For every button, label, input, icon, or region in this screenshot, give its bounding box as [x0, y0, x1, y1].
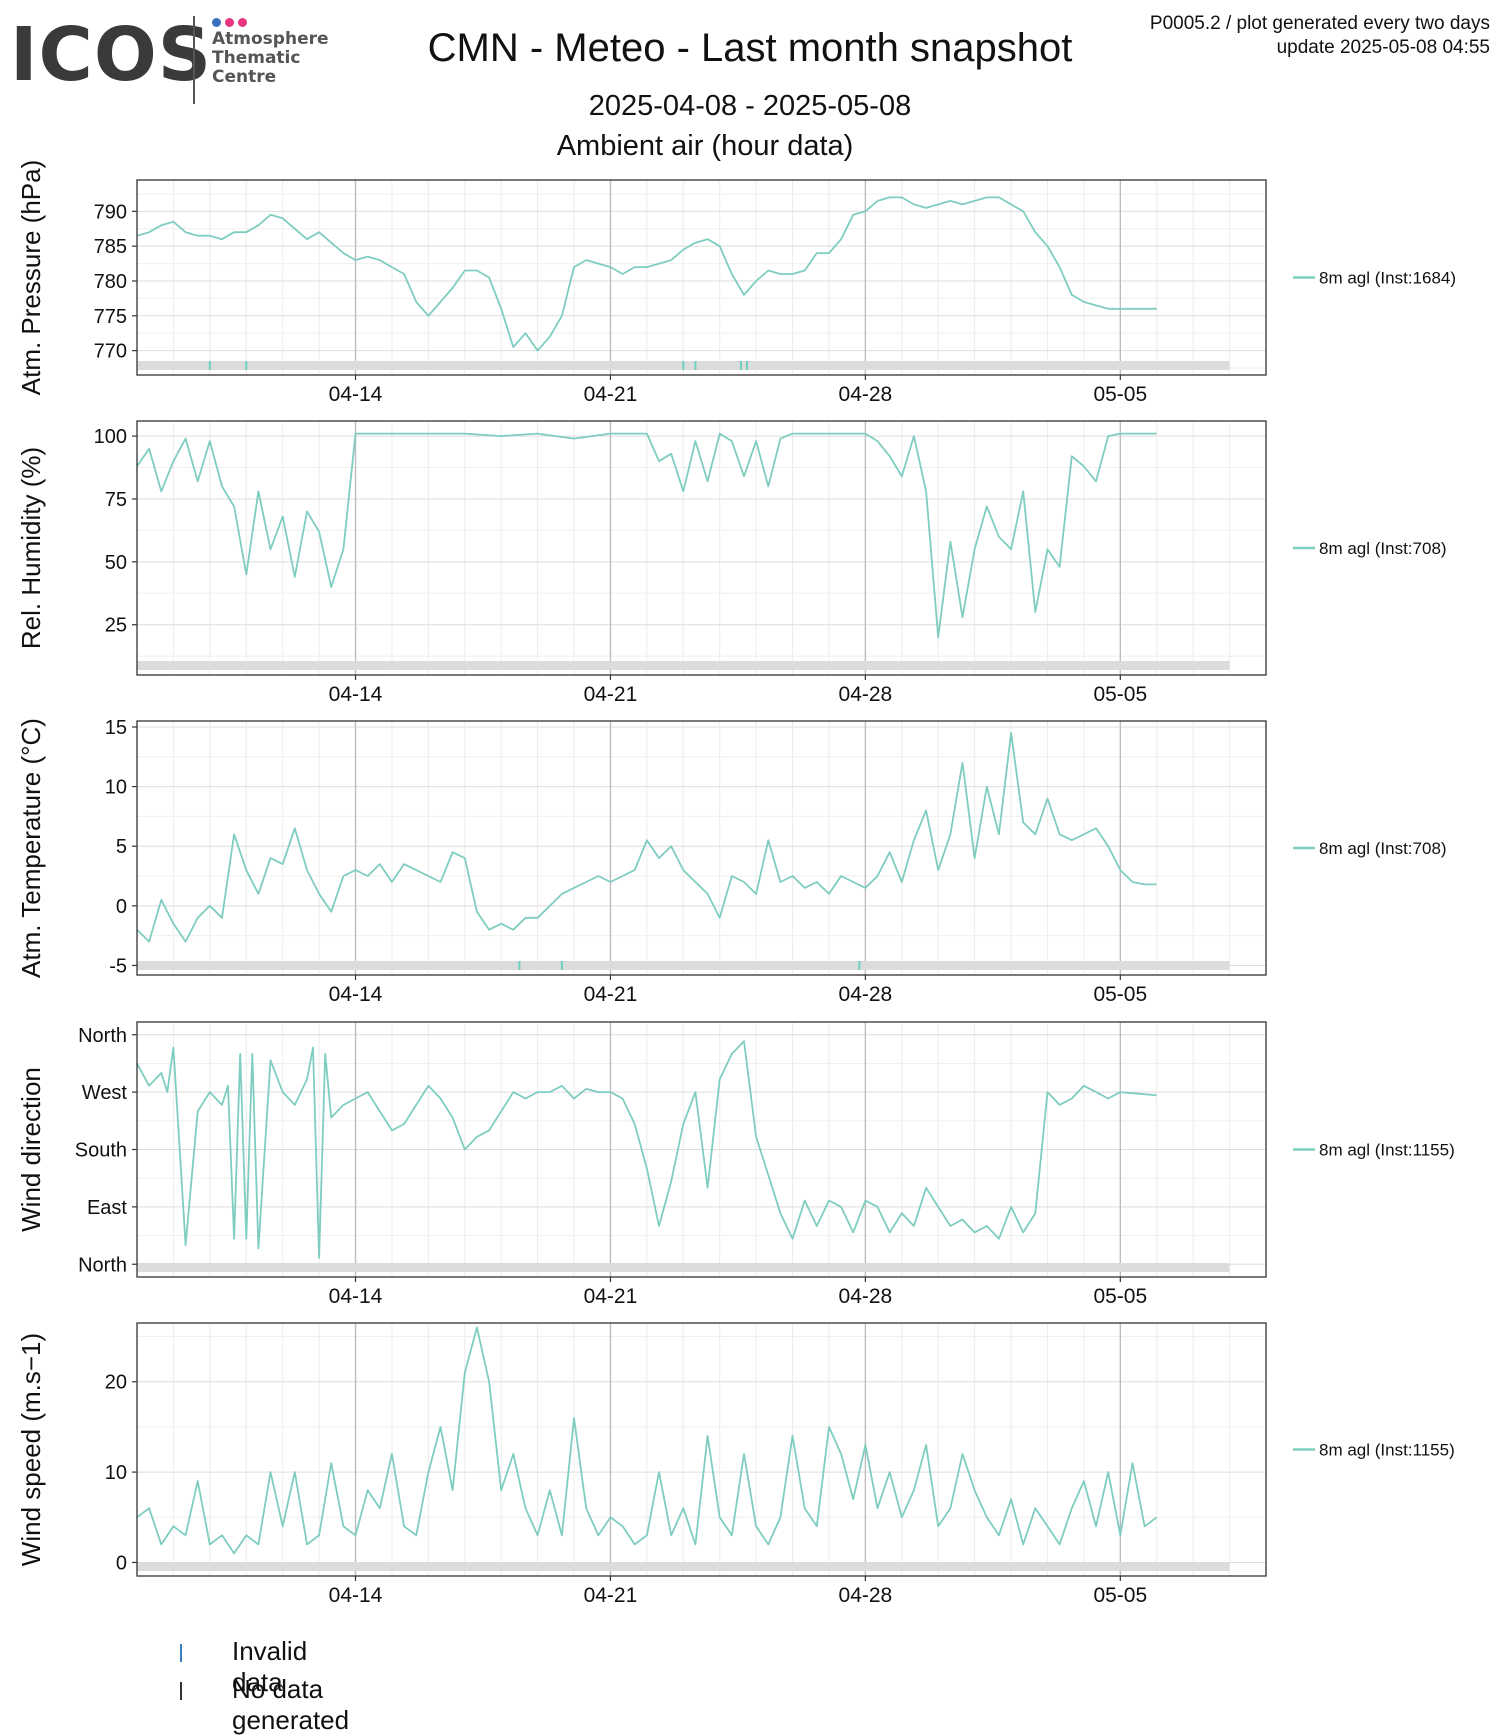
y-tick-label: 0	[116, 1552, 127, 1574]
y-tick-label: 10	[105, 1462, 127, 1484]
data-availability-band	[137, 661, 1230, 670]
y-axis-title: Wind direction	[16, 1067, 46, 1232]
data-availability-band	[137, 1263, 1230, 1272]
x-tick-label: 05-05	[1093, 683, 1147, 706]
logo-subtitle-line: Atmosphere	[212, 29, 329, 49]
y-tick-label: North	[78, 1254, 127, 1276]
logo-subtitle-line: Centre	[212, 67, 277, 87]
logo-dot	[212, 18, 221, 27]
plot-border	[136, 420, 1267, 676]
y-tick-label: 785	[94, 236, 127, 258]
y-tick-label: 25	[105, 615, 127, 637]
data-availability-band	[137, 1562, 1230, 1571]
y-axis-title: Atm. Pressure (hPa)	[16, 160, 46, 396]
logo-subtitle: Atmosphere Thematic Centre	[212, 30, 329, 87]
logo-dot	[238, 18, 247, 27]
x-tick-label: 04-21	[584, 383, 638, 406]
x-tick-label: 04-21	[584, 983, 638, 1006]
y-tick-label: 0	[116, 896, 127, 918]
legend-label: 8m agl (Inst:708)	[1319, 839, 1447, 858]
nodata-marker-icon	[180, 1682, 182, 1700]
header: ICOS Atmosphere Thematic Centre CMN - Me…	[0, 0, 1500, 170]
y-tick-label: East	[87, 1197, 127, 1219]
y-tick-label: 50	[105, 552, 127, 574]
y-tick-label: North	[78, 1025, 127, 1047]
y-tick-label: West	[82, 1082, 128, 1104]
y-tick-label: 5	[116, 836, 127, 858]
x-tick-label: 04-14	[329, 983, 383, 1006]
x-tick-label: 04-28	[839, 1285, 893, 1308]
series-line	[136, 196, 1157, 352]
plot-border	[136, 1322, 1267, 1577]
legend-label: 8m agl (Inst:1155)	[1319, 1141, 1455, 1160]
date-range: 2025-04-08 - 2025-05-08	[588, 90, 912, 122]
x-tick-label: 05-05	[1093, 983, 1147, 1006]
x-tick-label: 04-14	[329, 383, 383, 406]
data-availability-band	[137, 961, 1230, 970]
y-tick-label: South	[75, 1140, 127, 1162]
plot-background	[137, 1323, 1266, 1576]
series-line	[136, 432, 1157, 639]
plot-background	[137, 721, 1266, 975]
x-tick-label: 04-14	[329, 683, 383, 706]
logo-dots	[212, 14, 251, 32]
plot-meta-line: P0005.2 / plot generated every two days	[1149, 13, 1490, 34]
series-line	[136, 1326, 1158, 1555]
invalid-marker-icon	[180, 1644, 182, 1662]
y-axis-title: Rel. Humidity (%)	[16, 447, 46, 649]
y-axis-title: Wind speed (m.s−1)	[16, 1333, 46, 1566]
legend-nodata-label: No data generated	[232, 1674, 350, 1735]
x-tick-label: 05-05	[1093, 1584, 1147, 1607]
plot-border	[136, 720, 1267, 976]
icos-logo: ICOS	[10, 12, 213, 98]
update-timestamp: update 2025-05-08 04:55	[1276, 37, 1490, 58]
legend-label: 8m agl (Inst:708)	[1319, 539, 1447, 558]
plot-border	[136, 179, 1267, 376]
plot-meta: P0005.2 / plot generated every two days …	[1150, 12, 1490, 60]
x-tick-label: 05-05	[1093, 1285, 1147, 1308]
x-tick-label: 04-14	[329, 1285, 383, 1308]
y-tick-label: 775	[94, 306, 127, 328]
legend-label: 8m agl (Inst:1155)	[1319, 1441, 1455, 1460]
y-tick-label: -5	[109, 955, 127, 977]
x-tick-label: 04-28	[839, 383, 893, 406]
y-tick-label: 790	[94, 201, 127, 223]
y-tick-label: 10	[105, 777, 127, 799]
logo-dot	[225, 18, 234, 27]
y-tick-label: 20	[105, 1372, 127, 1394]
x-tick-label: 05-05	[1093, 383, 1147, 406]
series-line	[136, 1040, 1157, 1259]
x-tick-label: 04-28	[839, 983, 893, 1006]
y-tick-label: 780	[94, 271, 127, 293]
legend-label: 8m agl (Inst:1684)	[1319, 269, 1456, 288]
y-tick-label: 75	[105, 489, 127, 511]
legend-invalid-label: Invalid data	[232, 1636, 308, 1697]
x-tick-label: 04-21	[584, 1584, 638, 1607]
y-tick-label: 15	[105, 717, 127, 739]
page-subtitle: Ambient air (hour data)	[556, 130, 854, 162]
logo-subtitle-line: Thematic	[212, 48, 301, 68]
page-title: CMN - Meteo - Last month snapshot	[427, 26, 1073, 70]
plot-background	[137, 180, 1266, 375]
x-tick-label: 04-28	[839, 683, 893, 706]
x-tick-label: 04-21	[584, 683, 638, 706]
logo-divider	[193, 16, 195, 104]
y-tick-label: 100	[94, 426, 127, 448]
x-tick-label: 04-21	[584, 1285, 638, 1308]
x-tick-label: 04-28	[839, 1584, 893, 1607]
y-tick-label: 770	[94, 341, 127, 363]
series-line	[136, 732, 1157, 943]
x-tick-label: 04-14	[329, 1584, 383, 1607]
y-axis-title: Atm. Temperature (°C)	[16, 718, 46, 978]
